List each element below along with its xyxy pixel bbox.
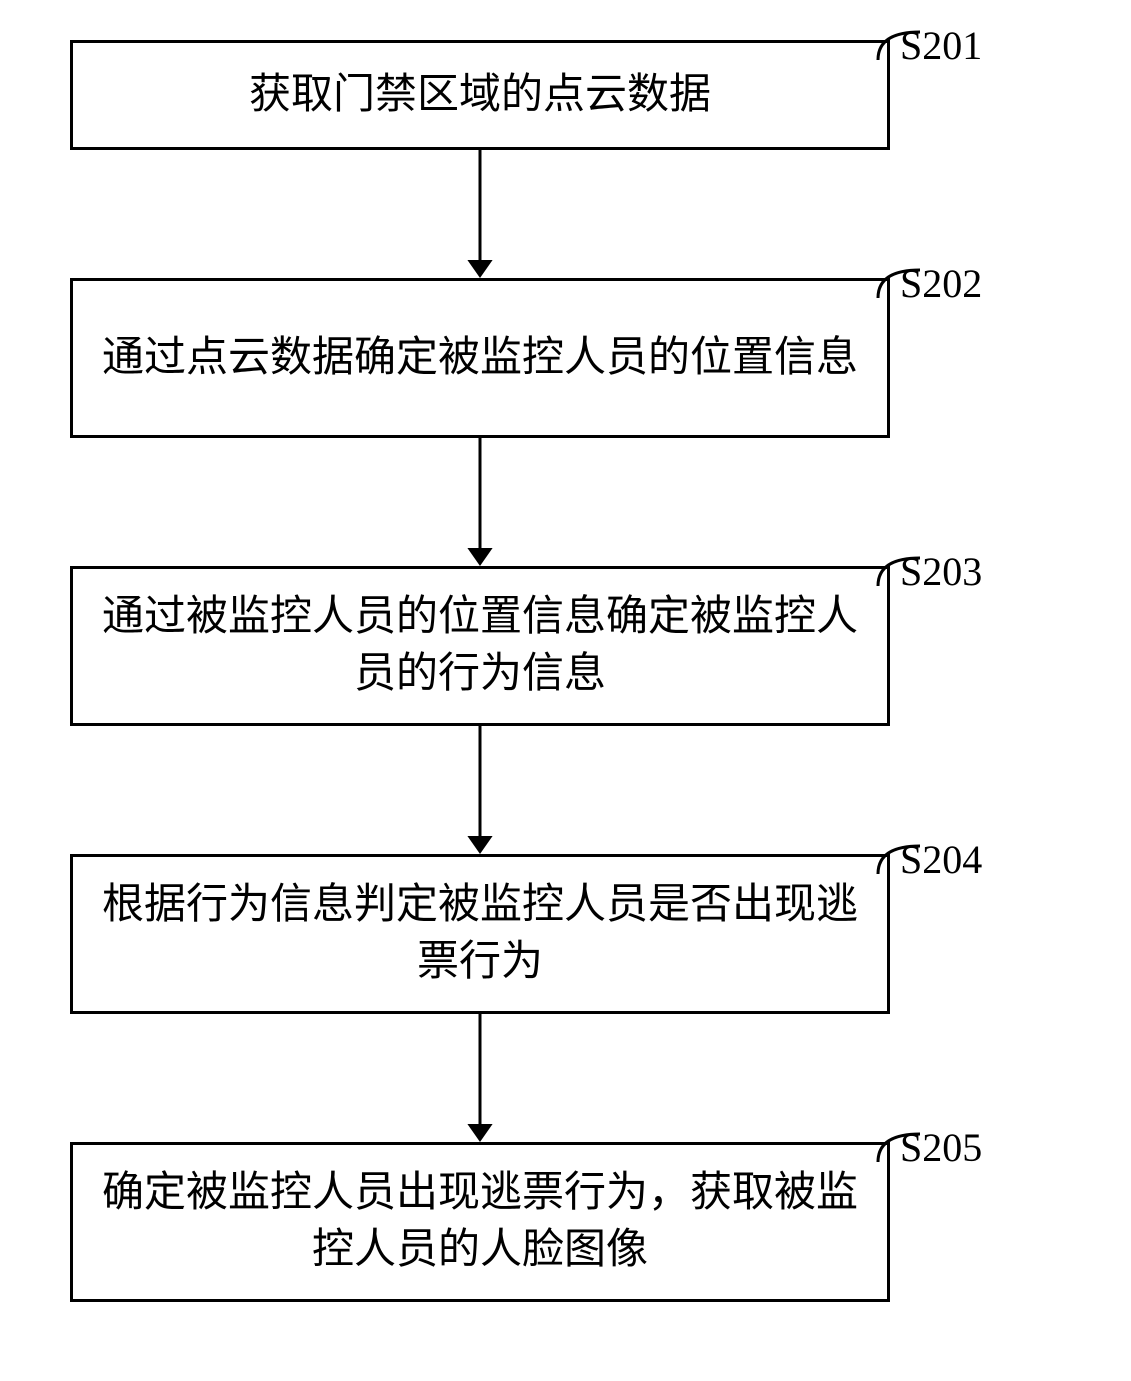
arrow-container <box>70 726 890 854</box>
flowchart-container: 获取门禁区域的点云数据S201通过点云数据确定被监控人员的位置信息S202通过被… <box>70 40 1060 1302</box>
flow-arrow <box>70 438 890 566</box>
flow-step: 通过被监控人员的位置信息确定被监控人员的行为信息S203 <box>70 566 1060 726</box>
step-label-S201: S201 <box>900 22 982 69</box>
flow-step: 获取门禁区域的点云数据S201 <box>70 40 1060 150</box>
step-text: 通过点云数据确定被监控人员的位置信息 <box>102 330 858 387</box>
flow-step: 根据行为信息判定被监控人员是否出现逃票行为S204 <box>70 854 1060 1014</box>
arrow-container <box>70 1014 890 1142</box>
step-label-S203: S203 <box>900 548 982 595</box>
flow-step: 通过点云数据确定被监控人员的位置信息S202 <box>70 278 1060 438</box>
step-text: 根据行为信息判定被监控人员是否出现逃票行为 <box>97 877 863 990</box>
step-box-S201: 获取门禁区域的点云数据 <box>70 40 890 150</box>
step-box-S204: 根据行为信息判定被监控人员是否出现逃票行为 <box>70 854 890 1014</box>
step-text: 获取门禁区域的点云数据 <box>249 67 711 124</box>
step-label-S202: S202 <box>900 260 982 307</box>
flow-arrow <box>70 150 890 278</box>
step-box-S203: 通过被监控人员的位置信息确定被监控人员的行为信息 <box>70 566 890 726</box>
step-label-S204: S204 <box>900 836 982 883</box>
step-text: 确定被监控人员出现逃票行为，获取被监控人员的人脸图像 <box>97 1165 863 1278</box>
step-box-S202: 通过点云数据确定被监控人员的位置信息 <box>70 278 890 438</box>
flow-arrow <box>70 726 890 854</box>
arrow-container <box>70 438 890 566</box>
flow-step: 确定被监控人员出现逃票行为，获取被监控人员的人脸图像S205 <box>70 1142 1060 1302</box>
step-text: 通过被监控人员的位置信息确定被监控人员的行为信息 <box>97 589 863 702</box>
arrow-container <box>70 150 890 278</box>
step-label-S205: S205 <box>900 1124 982 1171</box>
flow-arrow <box>70 1014 890 1142</box>
step-box-S205: 确定被监控人员出现逃票行为，获取被监控人员的人脸图像 <box>70 1142 890 1302</box>
